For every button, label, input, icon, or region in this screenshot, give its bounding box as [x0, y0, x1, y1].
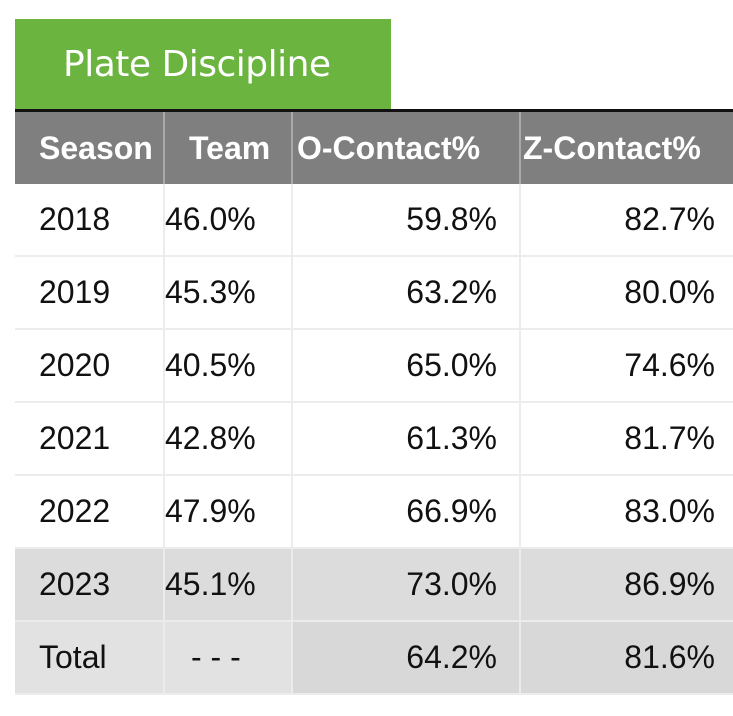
table-row-highlighted: 2023 45.1% 73.0% 86.9%: [15, 549, 733, 622]
o-contact-cell: 65.0%: [293, 330, 521, 403]
season-cell: 2023: [15, 549, 165, 622]
o-contact-cell: 61.3%: [293, 403, 521, 476]
z-contact-cell: 86.9%: [521, 549, 733, 622]
o-contact-cell: 63.2%: [293, 257, 521, 330]
table-header-row: Season Team O-Contact% Z-Contact%: [15, 112, 733, 184]
season-cell: 2020: [15, 330, 165, 403]
o-contact-cell: 66.9%: [293, 476, 521, 549]
section-tab-plate-discipline[interactable]: Plate Discipline: [15, 19, 391, 110]
z-contact-cell: 81.7%: [521, 403, 733, 476]
table-row: 2022 47.9% 66.9% 83.0%: [15, 476, 733, 549]
o-contact-cell: 64.2%: [293, 622, 521, 695]
column-header-z-contact[interactable]: Z-Contact%: [521, 112, 733, 184]
total-label-cell: Total: [15, 622, 165, 695]
o-contact-cell: 73.0%: [293, 549, 521, 622]
z-contact-cell: 80.0%: [521, 257, 733, 330]
table-row: 2018 46.0% 59.8% 82.7%: [15, 184, 733, 257]
team-cell: 45.1%: [165, 549, 293, 622]
o-contact-cell: 59.8%: [293, 184, 521, 257]
column-header-o-contact[interactable]: O-Contact%: [293, 112, 521, 184]
table-row: 2021 42.8% 61.3% 81.7%: [15, 403, 733, 476]
team-cell: 40.5%: [165, 330, 293, 403]
column-header-team[interactable]: Team: [165, 112, 293, 184]
table-row: 2020 40.5% 65.0% 74.6%: [15, 330, 733, 403]
season-cell: 2022: [15, 476, 165, 549]
season-cell: 2018: [15, 184, 165, 257]
section-title: Plate Discipline: [63, 44, 331, 85]
z-contact-cell: 81.6%: [521, 622, 733, 695]
team-cell: 45.3%: [165, 257, 293, 330]
season-cell: 2019: [15, 257, 165, 330]
table-row-total: Total - - - 64.2% 81.6%: [15, 622, 733, 695]
z-contact-cell: 83.0%: [521, 476, 733, 549]
team-cell: 42.8%: [165, 403, 293, 476]
table-row: 2019 45.3% 63.2% 80.0%: [15, 257, 733, 330]
column-header-season[interactable]: Season: [15, 112, 165, 184]
team-cell: 47.9%: [165, 476, 293, 549]
team-cell: - - -: [165, 622, 293, 695]
team-cell: 46.0%: [165, 184, 293, 257]
z-contact-cell: 74.6%: [521, 330, 733, 403]
z-contact-cell: 82.7%: [521, 184, 733, 257]
plate-discipline-table: Season Team O-Contact% Z-Contact% 2018 4…: [15, 112, 733, 695]
header-divider: [15, 109, 733, 112]
season-cell: 2021: [15, 403, 165, 476]
